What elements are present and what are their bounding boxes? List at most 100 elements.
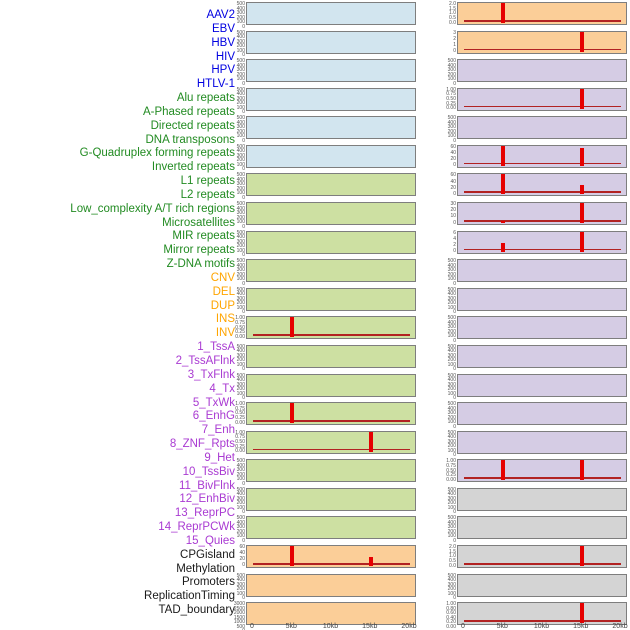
y-tick-label: 100 <box>236 133 245 140</box>
track-label: CPGisland <box>180 548 235 561</box>
y-tick-label: 500 <box>236 172 245 179</box>
y-tick-label: 200 <box>236 43 245 50</box>
y-axis-ticks: 1.00 0.75 0.50 0.25 0.00 <box>434 459 456 482</box>
y-axis-ticks: 500 400 300 200 100 0 <box>223 516 245 543</box>
y-tick-label: 400 <box>236 62 245 69</box>
track-panel: 500 400 300 200 100 0 <box>448 488 627 515</box>
y-tick-label: 1.5 <box>449 548 456 555</box>
track-label: Inverted repeats <box>151 161 235 174</box>
y-tick-label: 500 <box>236 486 245 493</box>
y-tick-label: 500 <box>447 58 456 65</box>
y-tick-label: 300 <box>236 267 245 274</box>
track-panel: 1.00 0.80 0.60 0.40 0.20 0.00 <box>446 602 627 629</box>
x-axis-label: 0 <box>461 623 465 630</box>
y-tick-label: 0 <box>242 23 245 30</box>
y-tick-label: 0.75 <box>446 462 456 469</box>
y-tick-label: 400 <box>236 119 245 126</box>
y-axis-ticks: 500 400 300 200 100 0 <box>434 402 456 429</box>
y-tick-label: 0 <box>453 48 456 55</box>
spike-bar <box>501 3 506 23</box>
y-axis-ticks: 500 400 300 200 100 0 <box>223 87 245 114</box>
y-axis-ticks: 500 400 300 200 100 0 <box>223 259 245 286</box>
track-label: L2 repeats <box>180 188 235 201</box>
y-tick-label: 400 <box>447 405 456 412</box>
y-tick-label: 300 <box>236 524 245 531</box>
y-tick-label: 0 <box>453 366 456 373</box>
y-tick-label: 300 <box>447 67 456 74</box>
track-label-list: AAV2 EBV HBV HIV HPV HTLV-1 Alu repeats A-Phase… <box>0 0 237 630</box>
y-tick-label: 100 <box>236 590 245 597</box>
track-panel: 500 400 300 200 100 0 <box>448 516 627 543</box>
track-panel: 30 20 10 0 <box>450 202 627 226</box>
y-tick-label: 400 <box>447 519 456 526</box>
y-tick-label: 0 <box>242 595 245 602</box>
y-tick-label: 1.00 <box>446 601 456 608</box>
y-tick-label: 100 <box>236 390 245 397</box>
y-axis-ticks: 60 40 20 0 <box>434 145 456 168</box>
y-tick-label: 0 <box>453 537 456 544</box>
y-tick-label: 400 <box>236 34 245 41</box>
track-label: Z-DNA motifs <box>166 258 235 271</box>
y-tick-label: 0 <box>242 252 245 259</box>
y-tick-label: 500 <box>236 343 245 350</box>
y-tick-label: 100 <box>447 533 456 540</box>
y-tick-label: 0 <box>242 537 245 544</box>
y-tick-label: 20 <box>239 556 245 563</box>
y-tick-label: 0 <box>453 162 456 169</box>
y-tick-label: 60 <box>239 544 245 551</box>
y-tick-label: 400 <box>447 348 456 355</box>
y-axis-ticks: 500 400 300 200 100 0 <box>223 201 245 229</box>
track-label: 6_EnhG <box>192 410 235 423</box>
y-tick-label: 0 <box>242 280 245 287</box>
track-label: HPV <box>211 64 235 77</box>
y-tick-label: 0.5 <box>449 14 456 21</box>
y-tick-label: 0.0 <box>449 562 456 569</box>
y-tick-label: 400 <box>447 119 456 126</box>
spike-bar <box>579 546 584 567</box>
y-axis-ticks: 500 400 300 200 100 0 <box>223 288 245 315</box>
y-axis-ticks: 500 400 300 200 100 0 <box>223 172 245 200</box>
y-tick-label: 0.50 <box>446 467 456 474</box>
y-axis-ticks: 500 400 300 200 100 0 <box>223 30 245 57</box>
y-tick-label: 300 <box>236 581 245 588</box>
y-axis-ticks: 500 400 300 200 100 0 <box>223 145 245 172</box>
y-tick-label: 400 <box>447 262 456 269</box>
y-tick-label: 0 <box>453 423 456 430</box>
y-axis-ticks: 1.00 0.75 0.50 0.25 0.00 <box>223 316 245 339</box>
y-tick-label: 60 <box>450 143 456 150</box>
track-panel: 500 400 300 200 100 0 <box>237 173 416 200</box>
track-panel: 500 400 300 200 100 0 <box>448 116 627 143</box>
y-tick-label: 2 <box>453 35 456 42</box>
y-tick-label: 200 <box>236 528 245 535</box>
y-tick-label: 300 <box>447 581 456 588</box>
y-tick-label: 0 <box>242 137 245 144</box>
y-axis-ticks: 500 400 300 200 100 0 <box>223 2 245 29</box>
y-axis-ticks: 500 400 300 200 100 0 <box>434 316 456 343</box>
track-panel: 60 40 20 0 <box>450 173 627 197</box>
y-tick-label: 400 <box>236 491 245 498</box>
y-tick-label: 400 <box>236 262 245 269</box>
y-tick-label: 0.00 <box>446 476 456 483</box>
y-tick-label: 200 <box>236 271 245 278</box>
y-tick-label: 500 <box>236 201 245 208</box>
signal-baseline <box>464 191 621 193</box>
track-label: Directed repeats <box>150 119 235 132</box>
track-panel: 500 400 300 200 100 0 <box>448 345 627 372</box>
spike-bar <box>579 185 584 195</box>
y-axis-ticks: 500 400 300 200 100 0 <box>223 373 245 400</box>
y-tick-label: 200 <box>236 71 245 78</box>
track-panel: 1.00 0.75 0.50 0.25 0.00 <box>235 430 416 454</box>
y-tick-label: 0.00 <box>235 333 245 340</box>
y-axis-ticks: 500 400 300 200 100 0 <box>223 230 245 257</box>
track-label: MIR repeats <box>172 230 235 243</box>
y-tick-label: 3000 <box>233 601 245 608</box>
x-axis-label: 0 <box>250 623 254 630</box>
x-axis-label: 20kb <box>612 623 628 630</box>
track-panel: 500 400 300 200 100 0 <box>237 59 416 86</box>
y-tick-label: 0.40 <box>446 614 456 621</box>
y-tick-label: 2 <box>453 241 456 248</box>
y-tick-label: 0 <box>453 137 456 144</box>
y-tick-label: 200 <box>236 586 245 593</box>
y-axis-ticks: 500 400 300 200 100 0 <box>223 459 245 486</box>
